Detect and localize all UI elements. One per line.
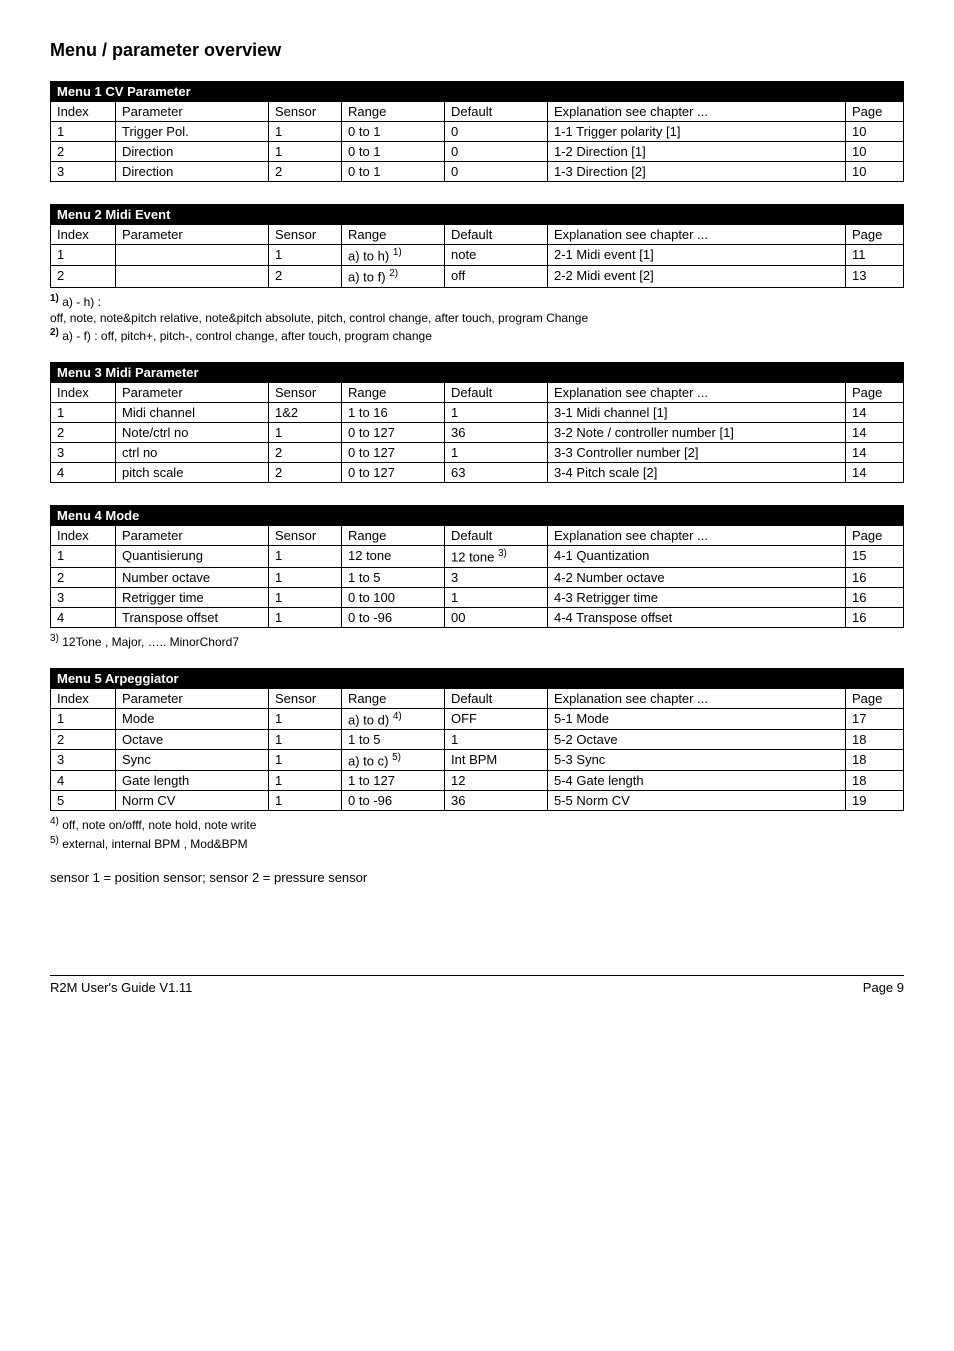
- table-row: 4Transpose offset10 to -96004-4 Transpos…: [51, 607, 904, 627]
- table-row: 2Number octave11 to 534-2 Number octave1…: [51, 567, 904, 587]
- table-row: 1Trigger Pol.10 to 101-1 Trigger polarit…: [51, 122, 904, 142]
- table-row: 4pitch scale20 to 127633-4 Pitch scale […: [51, 463, 904, 483]
- footer-left: R2M User's Guide V1.11: [50, 980, 192, 995]
- menu5-table: Menu 5 Arpeggiator Index Parameter Senso…: [50, 668, 904, 812]
- col-default: Default: [445, 102, 548, 122]
- page-footer: R2M User's Guide V1.11 Page 9: [50, 975, 904, 995]
- table-row: 2Direction10 to 101-2 Direction [1]10: [51, 142, 904, 162]
- menu3-title: Menu 3 Midi Parameter: [51, 363, 904, 383]
- table-row: 11 a) to h) 1) note2-1 Midi event [1]11: [51, 245, 904, 266]
- table-row: 1Quantisierung112 tone 12 tone 3) 4-1 Qu…: [51, 546, 904, 567]
- table-row: 2Note/ctrl no10 to 127363-2 Note / contr…: [51, 423, 904, 443]
- menu4-table: Menu 4 Mode Index Parameter Sensor Range…: [50, 505, 904, 627]
- menu2-title: Menu 2 Midi Event: [51, 205, 904, 225]
- page-title: Menu / parameter overview: [50, 40, 904, 61]
- menu5-title: Menu 5 Arpeggiator: [51, 668, 904, 688]
- sensor-note: sensor 1 = position sensor; sensor 2 = p…: [50, 870, 904, 885]
- table-row: 1Midi channel1&21 to 1613-1 Midi channel…: [51, 403, 904, 423]
- table-row: 3Retrigger time10 to 10014-3 Retrigger t…: [51, 587, 904, 607]
- col-sensor: Sensor: [269, 102, 342, 122]
- table-row: 3Sync1 a) to c) 5) Int BPM5-3 Sync18: [51, 750, 904, 771]
- table-row: 5Norm CV10 to -96365-5 Norm CV19: [51, 791, 904, 811]
- col-index: Index: [51, 102, 116, 122]
- table-row: 4Gate length11 to 127125-4 Gate length18: [51, 771, 904, 791]
- menu4-title: Menu 4 Mode: [51, 506, 904, 526]
- menu2-table: Menu 2 Midi Event Index Parameter Sensor…: [50, 204, 904, 288]
- footnote-3: 3) 12Tone , Major, ….. MinorChord7: [50, 632, 904, 650]
- table-row: 3ctrl no20 to 12713-3 Controller number …: [51, 443, 904, 463]
- col-explanation: Explanation see chapter ...: [548, 102, 846, 122]
- col-page: Page: [846, 102, 904, 122]
- menu1-table: Menu 1 CV Parameter Index Parameter Sens…: [50, 81, 904, 182]
- menu3-table: Menu 3 Midi Parameter Index Parameter Se…: [50, 362, 904, 483]
- table-row: 2Octave11 to 515-2 Octave18: [51, 730, 904, 750]
- col-parameter: Parameter: [116, 102, 269, 122]
- table-row: 3Direction20 to 101-3 Direction [2]10: [51, 162, 904, 182]
- table-row: 1Mode1 a) to d) 4) OFF5-1 Mode17: [51, 708, 904, 729]
- footnote-1-2: 1) a) - h) : off, note, note&pitch relat…: [50, 292, 904, 345]
- footnote-4-5: 4) off, note on/offf, note hold, note wr…: [50, 815, 904, 851]
- table-row: 22 a) to f) 2) off2-2 Midi event [2]13: [51, 266, 904, 287]
- menu1-title: Menu 1 CV Parameter: [51, 82, 904, 102]
- footer-right: Page 9: [863, 980, 904, 995]
- col-range: Range: [342, 102, 445, 122]
